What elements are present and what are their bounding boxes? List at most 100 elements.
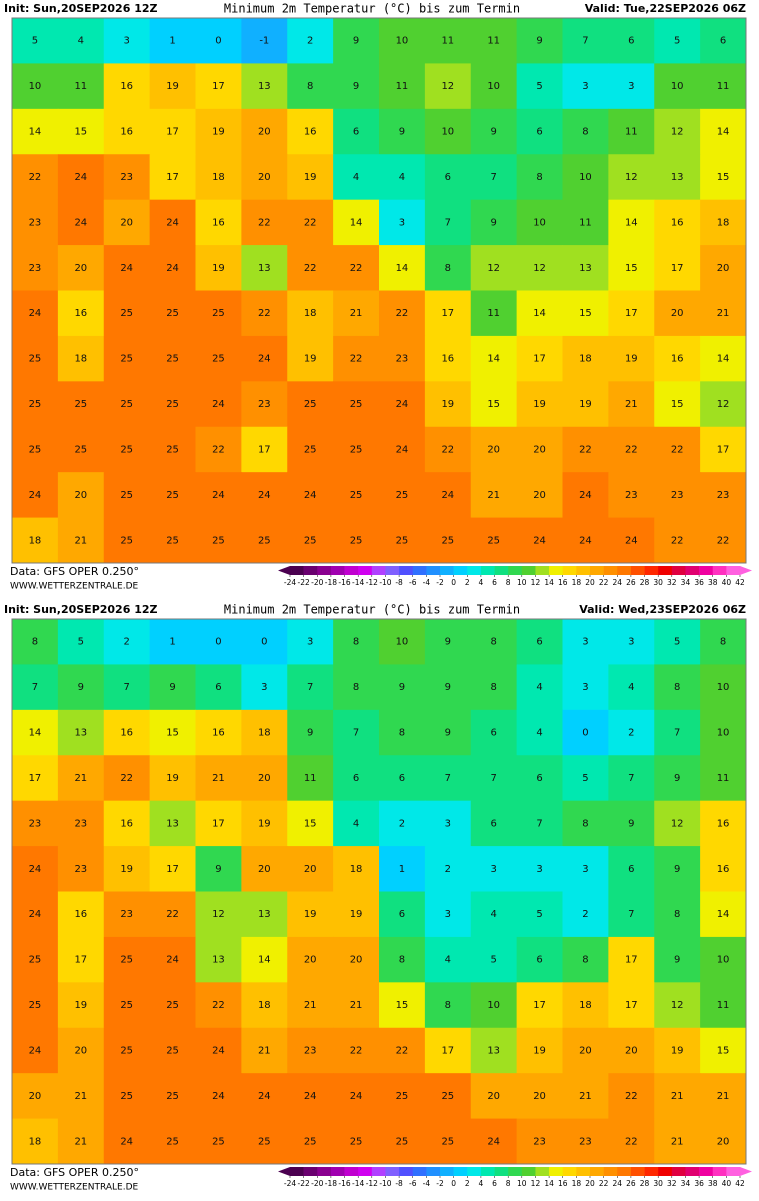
temperature-value: 20 — [258, 773, 271, 784]
temperature-value: 23 — [29, 263, 42, 274]
temperature-cell — [562, 63, 609, 110]
temperature-cell — [654, 472, 701, 519]
temperature-value: 24 — [120, 263, 133, 274]
temperature-cell — [516, 982, 563, 1029]
temperature-value: 5 — [674, 637, 680, 648]
temperature-value: 24 — [487, 1136, 500, 1147]
colorbar-label: -20 — [311, 1179, 323, 1188]
temperature-value: 8 — [353, 637, 359, 648]
temperature-cell — [608, 1073, 655, 1120]
temperature-value: 6 — [491, 728, 497, 739]
temperature-cell — [470, 846, 518, 892]
temperature-value: 17 — [212, 818, 225, 829]
temperature-cell — [149, 472, 196, 519]
colorbar-label: 38 — [708, 1179, 718, 1188]
temperature-cell — [516, 664, 563, 711]
temperature-cell — [470, 245, 518, 291]
colorbar-label: 2 — [465, 1179, 470, 1188]
temperature-cell — [12, 517, 59, 564]
temperature-value: 25 — [350, 1136, 363, 1147]
temperature-value: 20 — [258, 127, 271, 138]
temperature-cell — [57, 891, 105, 938]
colorbar-bin — [317, 566, 332, 575]
temperature-value: 8 — [491, 682, 497, 693]
temperature-value: 25 — [304, 444, 317, 455]
temperature-cell — [195, 846, 242, 892]
temperature-value: 6 — [399, 773, 405, 784]
temperature-cell — [12, 936, 59, 983]
colorbar-bin — [453, 1167, 468, 1176]
temperature-cell — [287, 18, 334, 64]
temperature-value: 16 — [120, 81, 133, 92]
temperature-cell — [562, 800, 609, 847]
temperature-cell — [608, 1118, 655, 1165]
temperature-value: 16 — [671, 354, 684, 365]
temperature-cell — [562, 245, 609, 291]
temperature-value: 3 — [628, 637, 634, 648]
colorbar-label: 36 — [694, 1179, 704, 1188]
temperature-value: 17 — [29, 773, 42, 784]
temperature-value: 20 — [487, 1091, 500, 1102]
temperature-value: 23 — [625, 490, 638, 501]
temperature-cell — [379, 982, 426, 1029]
temperature-value: 22 — [625, 1091, 638, 1102]
temperature-value: 24 — [258, 490, 271, 501]
temperature-cell — [241, 154, 288, 201]
temperature-cell — [195, 709, 242, 756]
temperature-value: 23 — [120, 172, 133, 183]
colorbar-label: 22 — [599, 1179, 609, 1188]
temperature-cell — [195, 199, 242, 246]
temperature-value: 25 — [396, 1136, 409, 1147]
colorbar-label: 40 — [722, 1179, 732, 1188]
valid-label: Valid: Tue,22SEP2026 06Z — [585, 2, 746, 15]
colorbar-bin — [303, 1167, 318, 1176]
temperature-cell — [333, 517, 380, 564]
temperature-cell — [241, 709, 288, 756]
temperature-value: 5 — [491, 955, 497, 966]
temperature-cell — [103, 381, 151, 428]
temperature-value: 19 — [212, 263, 225, 274]
temperature-value: 20 — [533, 444, 546, 455]
temperature-value: 24 — [396, 444, 409, 455]
temperature-cell — [470, 335, 518, 382]
temperature-value: 0 — [215, 637, 221, 648]
temperature-cell — [195, 619, 242, 665]
temperature-cell — [333, 891, 380, 938]
temperature-cell — [57, 709, 105, 756]
temperature-cell — [562, 1073, 609, 1120]
temperature-value: 17 — [212, 81, 225, 92]
temperature-cell — [103, 199, 151, 246]
panel: Init: Sun,20SEP2026 12Z Minimum 2m Temper… — [4, 2, 752, 592]
temperature-value: 24 — [29, 490, 42, 501]
temperature-value: 17 — [625, 1000, 638, 1011]
colorbar-bin — [426, 566, 441, 575]
temperature-value: 5 — [674, 36, 680, 47]
temperature-value: 19 — [671, 1045, 684, 1056]
temperature-cell — [608, 199, 655, 246]
temperature-value: 22 — [258, 217, 271, 228]
colorbar-bin — [330, 566, 345, 575]
temperature-value: 9 — [674, 955, 680, 966]
temperature-cell — [608, 335, 655, 382]
colorbar-bin — [494, 566, 509, 575]
temperature-value: 25 — [396, 490, 409, 501]
temperature-cell — [654, 199, 701, 246]
temperature-value: 13 — [258, 263, 271, 274]
colorbar-bin — [385, 566, 400, 575]
colorbar-bin — [576, 1167, 591, 1176]
colorbar-end — [740, 1167, 752, 1176]
temperature-cell — [562, 381, 609, 428]
temperature-cell — [149, 755, 196, 802]
temperature-cell — [379, 936, 426, 983]
temperature-value: 2 — [399, 818, 405, 829]
temperature-value: 24 — [29, 308, 42, 319]
temperature-cell — [12, 755, 59, 802]
temperature-cell — [516, 1027, 563, 1074]
temperature-cell — [333, 619, 380, 665]
colorbar-bin — [399, 566, 414, 575]
temperature-value: 22 — [579, 444, 592, 455]
temperature-value: 8 — [399, 728, 405, 739]
temperature-cell — [608, 664, 655, 711]
temperature-value: 24 — [533, 535, 546, 546]
colorbar-label: 22 — [599, 578, 609, 587]
